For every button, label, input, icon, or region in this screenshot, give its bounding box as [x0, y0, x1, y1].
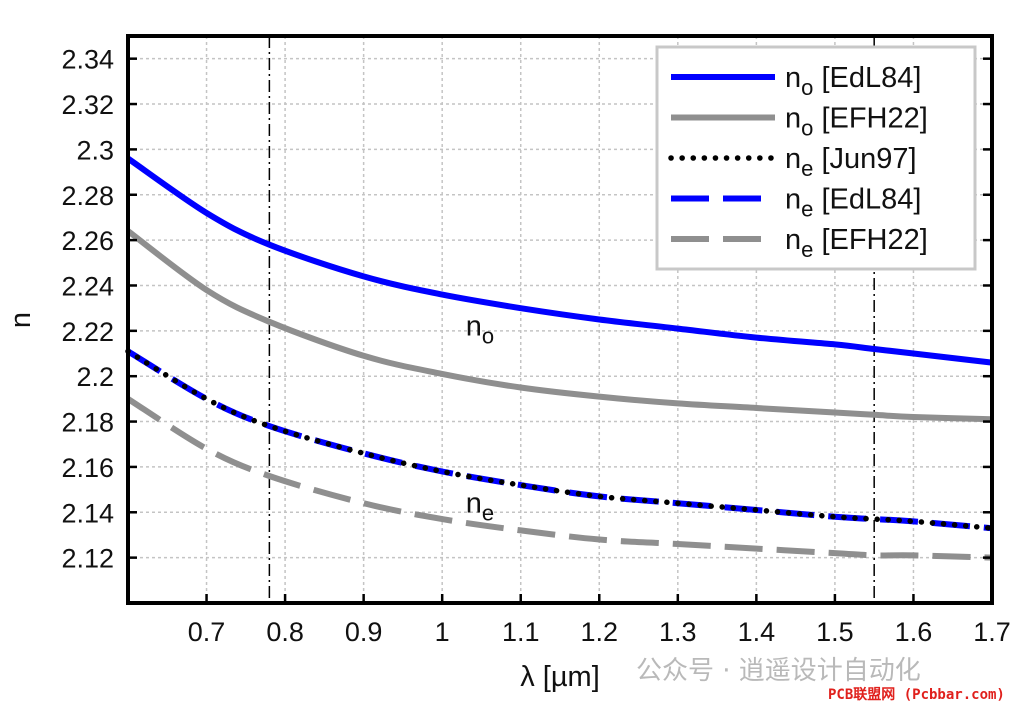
y-tick-label: 2.12: [61, 544, 114, 574]
y-tick-label: 2.28: [61, 181, 114, 211]
x-tick-label: 1.1: [502, 617, 540, 647]
legend-label-ref: [EFH22]: [813, 224, 927, 256]
legend-label-sub: o: [801, 75, 813, 100]
axis-ticks: 0.7 0.8 0.9 1 1.1 1.2 1.3 1.4 1.5 1.6 1.7 2.12 2.14 2…: [61, 45, 1010, 647]
annotation-base: n: [466, 310, 482, 342]
y-axis-label: n: [5, 312, 37, 328]
x-tick-label: 1: [435, 617, 450, 647]
y-tick-label: 2.14: [61, 498, 114, 528]
y-tick-label: 2.2: [76, 362, 114, 392]
y-tick-label: 2.26: [61, 226, 114, 256]
annotation-sub: e: [482, 500, 494, 525]
y-tick-label: 2.32: [61, 90, 114, 120]
legend-label-base: n: [785, 143, 801, 175]
legend-label: ne [EFH22]: [785, 224, 928, 262]
annotation-base: n: [466, 487, 482, 519]
plot-frame: [126, 34, 994, 605]
x-tick-label: 1.6: [895, 617, 933, 647]
legend-label-sub: e: [801, 156, 813, 181]
legend-label: no [EdL84]: [785, 62, 921, 100]
y-tick-label: 2.18: [61, 408, 114, 438]
legend-label-base: n: [785, 184, 801, 216]
watermark-text: 公众号 · 逍遥设计自动化: [636, 656, 921, 686]
legend-label-ref: [EFH22]: [813, 103, 927, 135]
legend-label-ref: [EdL84]: [813, 62, 921, 94]
watermark-site: PCB联盟网 (Pcbbar.com): [828, 687, 1005, 703]
legend-label-sub: o: [801, 116, 813, 141]
series-line: [126, 156, 993, 366]
legend-label: ne [Jun97]: [785, 143, 917, 181]
y-tick-label: 2.3: [76, 135, 114, 165]
series-line: [126, 228, 993, 423]
y-tick-label: 2.22: [61, 317, 114, 347]
legend-label: no [EFH22]: [785, 103, 928, 141]
x-tick-label: 1.7: [973, 617, 1011, 647]
annotation-sub: o: [482, 323, 494, 348]
series-line: [126, 396, 993, 561]
legend-box: [655, 45, 977, 271]
legend-label-ref: [EdL84]: [813, 184, 921, 216]
x-tick-label: 0.9: [345, 617, 383, 647]
x-tick-label: 0.7: [188, 617, 226, 647]
x-tick-label: 1.5: [816, 617, 854, 647]
series-lines: [125, 156, 995, 561]
y-tick-label: 2.16: [61, 453, 114, 483]
legend: no [EdL84]no [EFH22]ne [Jun97]ne [EdL84]…: [655, 45, 977, 271]
legend-label-ref: [Jun97]: [813, 143, 916, 175]
legend-label-sub: e: [801, 237, 813, 262]
x-tick-label: 1.2: [580, 617, 618, 647]
legend-label-base: n: [785, 62, 801, 94]
y-tick-label: 2.24: [61, 271, 114, 301]
legend-label-base: n: [785, 103, 801, 135]
x-axis-label: λ [µm]: [520, 661, 600, 693]
curve-annotation: ne: [466, 487, 494, 525]
x-tick-label: 0.8: [266, 617, 304, 647]
x-tick-label: 1.3: [659, 617, 697, 647]
x-tick-label: 1.4: [738, 617, 776, 647]
curve-annotation: no: [466, 310, 494, 348]
legend-label-base: n: [785, 224, 801, 256]
legend-label: ne [EdL84]: [785, 184, 921, 222]
legend-label-sub: e: [801, 197, 813, 222]
series-line: [126, 348, 993, 532]
y-tick-label: 2.34: [61, 45, 114, 75]
series-line: [125, 348, 995, 531]
